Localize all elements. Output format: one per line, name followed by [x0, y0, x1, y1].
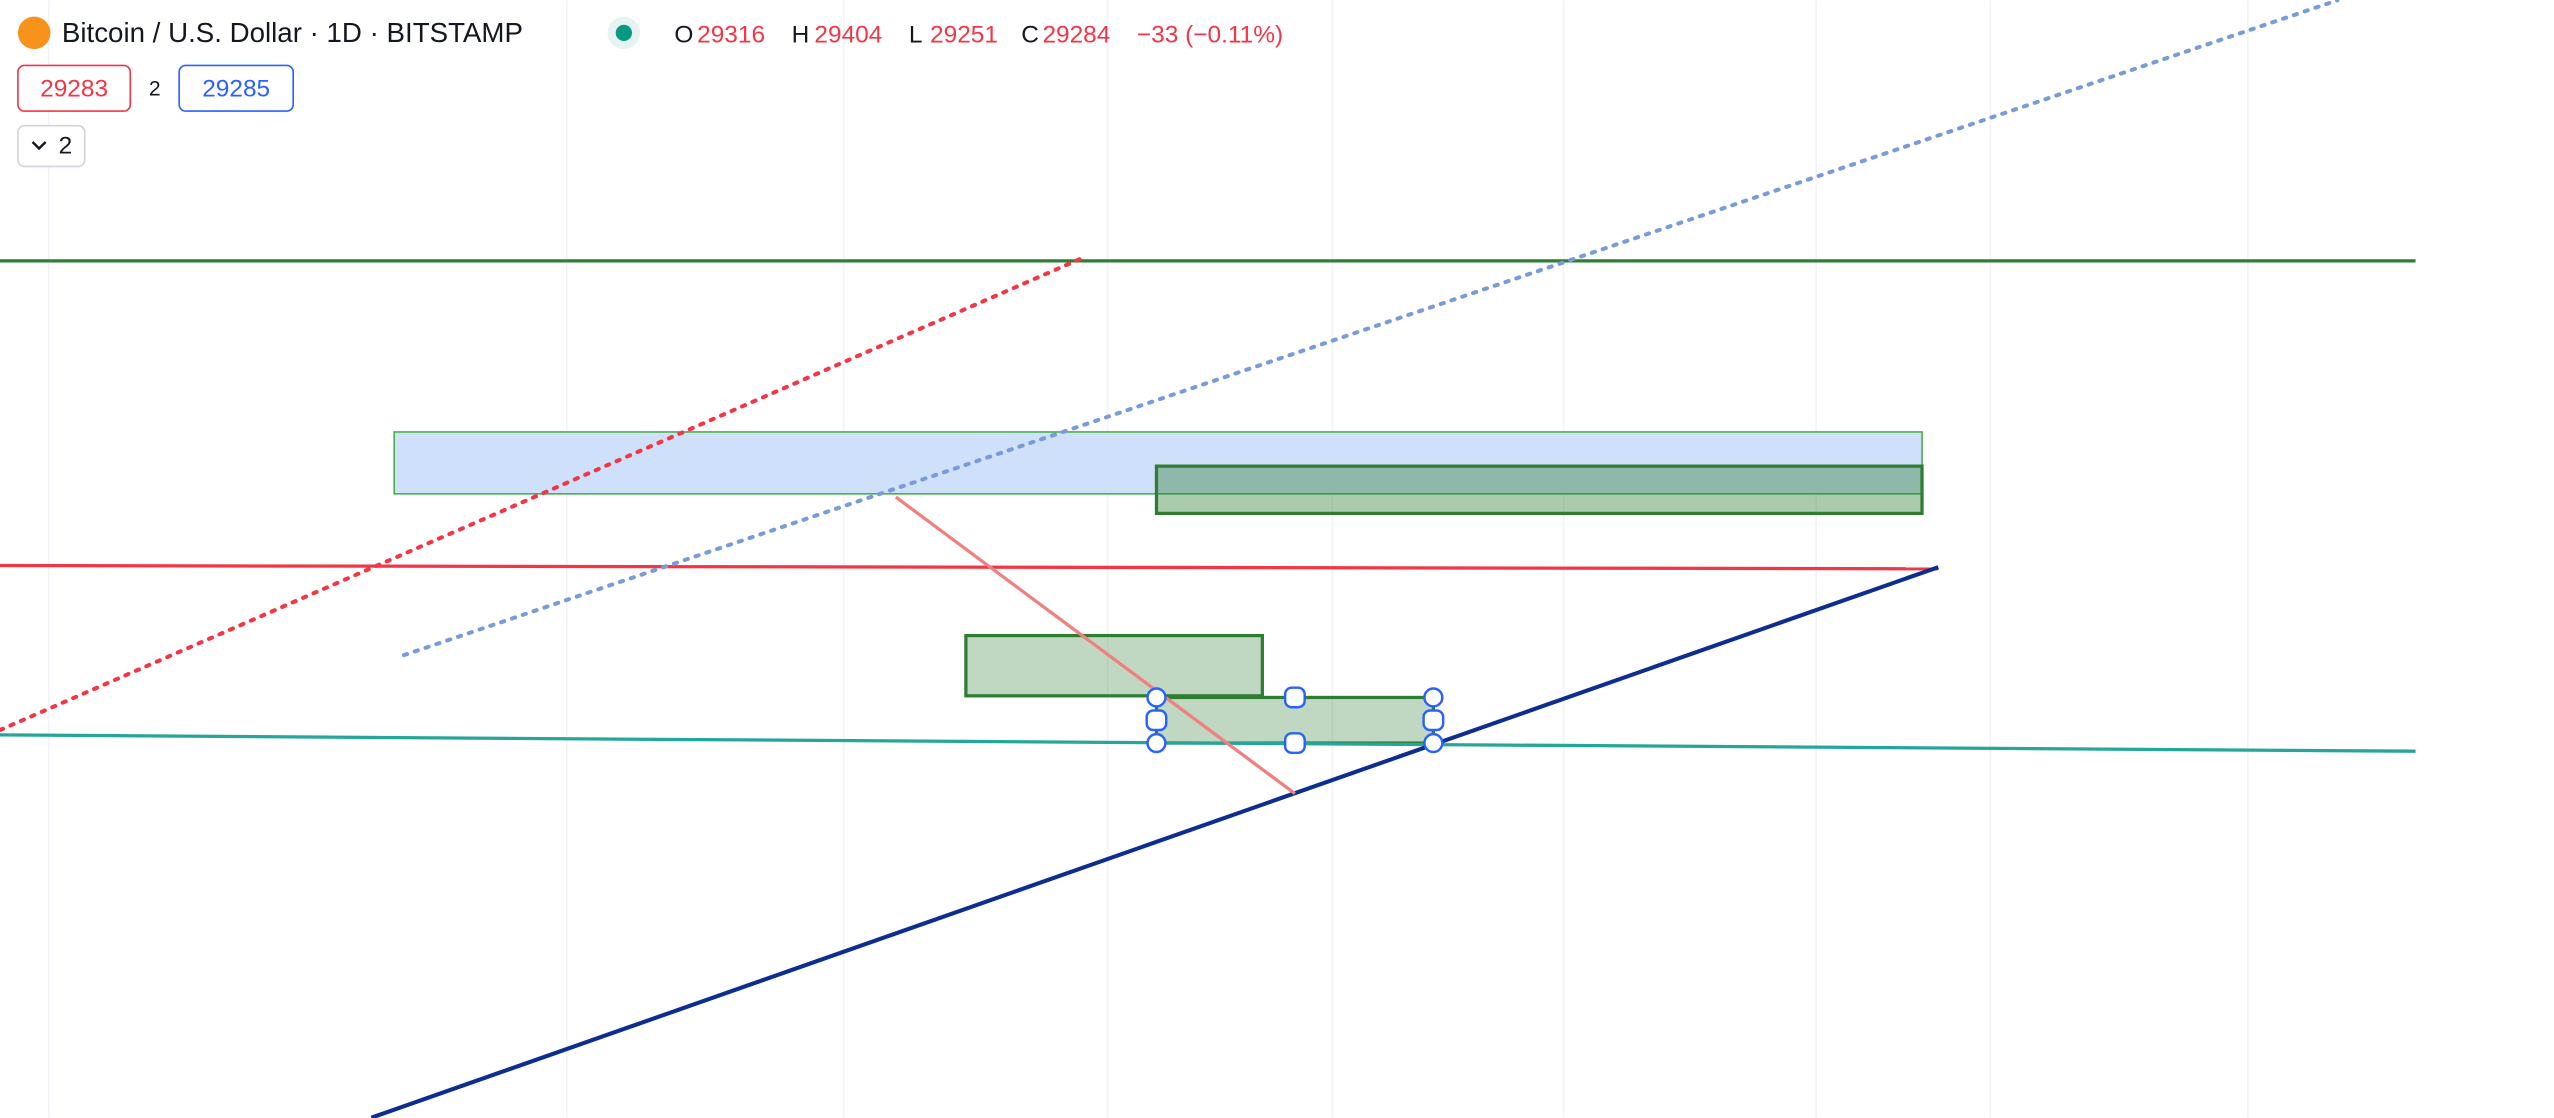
h-line[interactable]: [0, 563, 1939, 571]
handle[interactable]: [1422, 709, 1445, 732]
zone[interactable]: [1154, 464, 1924, 516]
drawings: [0, 0, 2416, 1118]
handle[interactable]: [1283, 732, 1306, 755]
trend-line[interactable]: [401, 0, 2340, 658]
ohlc-value: 29316: [697, 22, 765, 49]
trend-line[interactable]: [370, 565, 1939, 1118]
ohlc-label: O: [674, 22, 693, 49]
trend-line[interactable]: [894, 495, 1296, 795]
chevron: [31, 141, 47, 151]
buy-button[interactable]: [178, 64, 295, 112]
spread: 2: [149, 77, 161, 100]
ohlc-label: C: [1021, 22, 1039, 49]
sell-button[interactable]: [17, 64, 132, 112]
symbol-title: Bitcoin / U.S. Dollar · 1D · BITSTAMP: [62, 17, 523, 48]
handle[interactable]: [1146, 687, 1167, 708]
indicators-toggle[interactable]: [17, 124, 86, 168]
ohlc-value: 29284: [1042, 22, 1110, 49]
handle[interactable]: [1146, 732, 1167, 754]
grid: [48, 0, 2249, 1118]
handles: [1145, 686, 1445, 755]
bid: 29283: [40, 75, 108, 102]
handle[interactable]: [1423, 687, 1444, 708]
ohlc-label: H: [792, 22, 810, 49]
indicators-count: 2: [59, 132, 73, 159]
trend-line[interactable]: [0, 255, 1086, 733]
handle[interactable]: [1283, 686, 1306, 709]
coin-icon: [17, 16, 51, 50]
change: −33 (−0.11%): [1137, 22, 1283, 49]
zone[interactable]: [964, 633, 1264, 698]
ohlc-value: 29404: [814, 22, 882, 49]
ohlc-label: L: [909, 22, 923, 49]
ask: 29285: [202, 75, 270, 102]
ohlc-value: 29251: [930, 22, 998, 49]
trend-line[interactable]: [0, 733, 2416, 753]
status-dot: [615, 24, 632, 42]
header: Bitcoin / U.S. Dollar · 1D · BITSTAMP O …: [17, 16, 1283, 168]
handle[interactable]: [1145, 709, 1168, 732]
handle[interactable]: [1423, 732, 1444, 754]
